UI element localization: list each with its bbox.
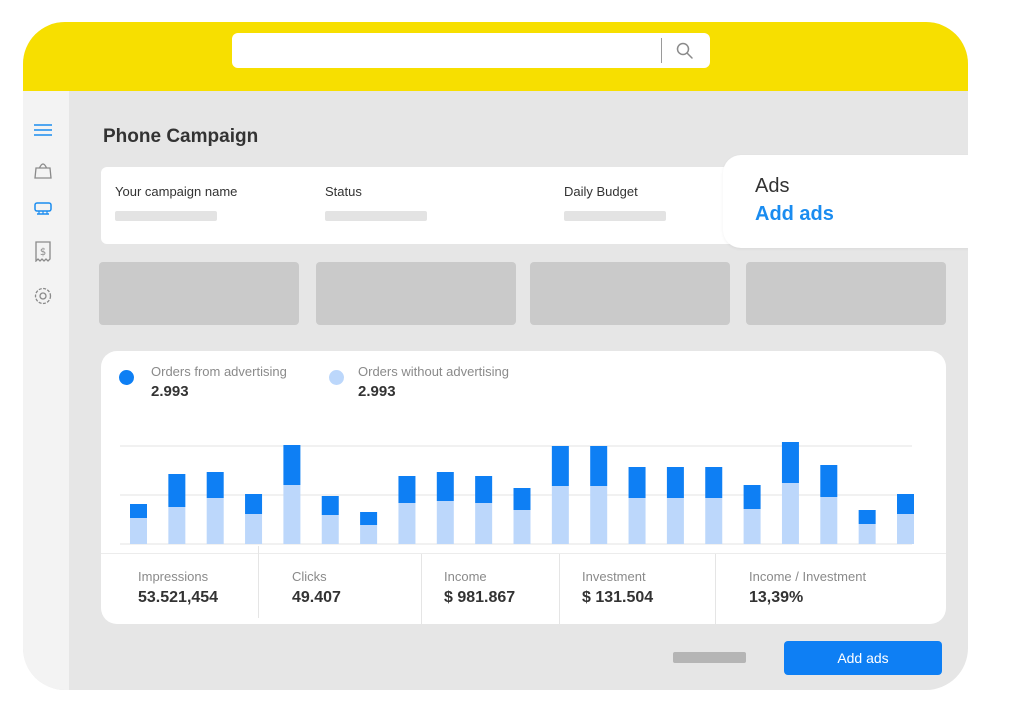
bar-organic <box>245 514 263 544</box>
legend-label-organic: Orders without advertising <box>358 364 510 379</box>
add-ads-link[interactable]: Add ads <box>755 203 834 225</box>
svg-text:$: $ <box>40 247 46 258</box>
bar-advertising <box>168 474 186 507</box>
bar-advertising <box>590 446 608 486</box>
bar-organic <box>781 483 799 544</box>
bar-advertising <box>820 465 838 497</box>
bar-organic <box>820 497 838 544</box>
bar-advertising <box>551 446 569 486</box>
top-bar <box>23 22 968 91</box>
bar-organic <box>283 485 301 544</box>
bar-advertising <box>666 467 684 498</box>
menu-icon[interactable] <box>32 119 54 141</box>
bar-advertising <box>743 485 761 509</box>
daily-budget-value[interactable] <box>564 211 666 221</box>
stats-row: Impressions 53.521,454 Clicks 49.407 Inc… <box>101 546 946 624</box>
bar-organic <box>168 507 186 544</box>
bar-organic <box>551 486 569 544</box>
receipt-dollar-icon[interactable]: $ <box>32 240 54 262</box>
legend-value-organic: 2.993 <box>358 383 396 400</box>
bar-advertising <box>245 494 263 514</box>
bar-advertising <box>897 494 914 514</box>
bar-advertising <box>513 488 531 510</box>
legend-dot-advertising <box>119 370 134 385</box>
campaign-name-value[interactable] <box>115 211 217 221</box>
search-divider <box>661 38 662 63</box>
app-window: $ Phone Campaign Your campaign name Stat… <box>23 22 968 690</box>
sidebar: $ <box>23 91 69 690</box>
stat-divider <box>258 546 259 618</box>
status-label: Status <box>325 184 362 199</box>
stat-divider <box>421 554 422 624</box>
stat-label: Investment <box>582 569 646 584</box>
orders-bar-chart <box>120 442 914 545</box>
campaign-icon[interactable] <box>32 198 54 220</box>
campaign-info-card: Your campaign name Status Daily Budget <box>101 167 736 244</box>
stat-value: 13,39% <box>749 589 804 606</box>
stat-value: $ 981.867 <box>444 589 516 606</box>
daily-budget-label: Daily Budget <box>564 184 638 199</box>
summary-placeholder-card <box>316 262 516 325</box>
secondary-action-placeholder[interactable] <box>673 652 746 663</box>
bar-organic <box>858 524 876 544</box>
bar-advertising <box>206 472 224 498</box>
bar-advertising <box>321 496 339 515</box>
summary-placeholder-card <box>530 262 730 325</box>
bar-advertising <box>858 510 876 524</box>
bar-organic <box>475 503 493 544</box>
bar-advertising <box>130 504 147 518</box>
bar-organic <box>743 509 761 544</box>
stat-value: $ 131.504 <box>582 589 654 606</box>
stat-label: Income / Investment <box>749 569 867 584</box>
page-title: Phone Campaign <box>103 126 259 147</box>
bar-organic <box>590 486 608 544</box>
bar-organic <box>206 498 224 544</box>
stat-value: 53.521,454 <box>138 589 219 606</box>
bar-organic <box>130 518 147 544</box>
status-value[interactable] <box>325 211 427 221</box>
stat-label: Clicks <box>292 569 327 584</box>
ads-title: Ads <box>755 175 790 197</box>
bar-organic <box>321 515 339 544</box>
settings-icon[interactable] <box>32 285 54 307</box>
search-input[interactable] <box>232 33 710 68</box>
summary-placeholder-card <box>99 262 299 325</box>
ads-panel: Ads Add ads <box>723 155 968 248</box>
campaign-name-label: Your campaign name <box>115 184 238 199</box>
stat-divider <box>715 554 716 624</box>
bar-advertising <box>705 467 723 498</box>
bar-advertising <box>781 442 799 483</box>
shopping-bag-icon[interactable] <box>32 159 54 181</box>
bar-advertising <box>475 476 493 503</box>
bar-advertising <box>628 467 646 498</box>
bar-advertising <box>283 445 301 485</box>
stat-label: Income <box>444 569 487 584</box>
bar-organic <box>628 498 646 544</box>
summary-placeholder-card <box>746 262 946 325</box>
bar-organic <box>436 501 454 544</box>
add-ads-button[interactable]: Add ads <box>784 641 942 675</box>
stat-divider <box>559 554 560 624</box>
bar-organic <box>897 514 914 544</box>
bar-advertising <box>398 476 416 503</box>
bar-advertising <box>360 512 378 525</box>
legend-dot-organic <box>329 370 344 385</box>
bar-organic <box>705 498 723 544</box>
bar-organic <box>398 503 416 544</box>
legend-value-advertising: 2.993 <box>151 383 189 400</box>
bar-organic <box>360 525 378 544</box>
stat-label: Impressions <box>138 569 209 584</box>
orders-chart-card: Orders from advertising 2.993 Orders wit… <box>101 351 946 624</box>
bar-organic <box>666 498 684 544</box>
bar-organic <box>513 510 531 544</box>
search-icon[interactable] <box>675 41 695 61</box>
legend-label-advertising: Orders from advertising <box>151 364 287 379</box>
stat-value: 49.407 <box>292 589 341 606</box>
bar-advertising <box>436 472 454 501</box>
